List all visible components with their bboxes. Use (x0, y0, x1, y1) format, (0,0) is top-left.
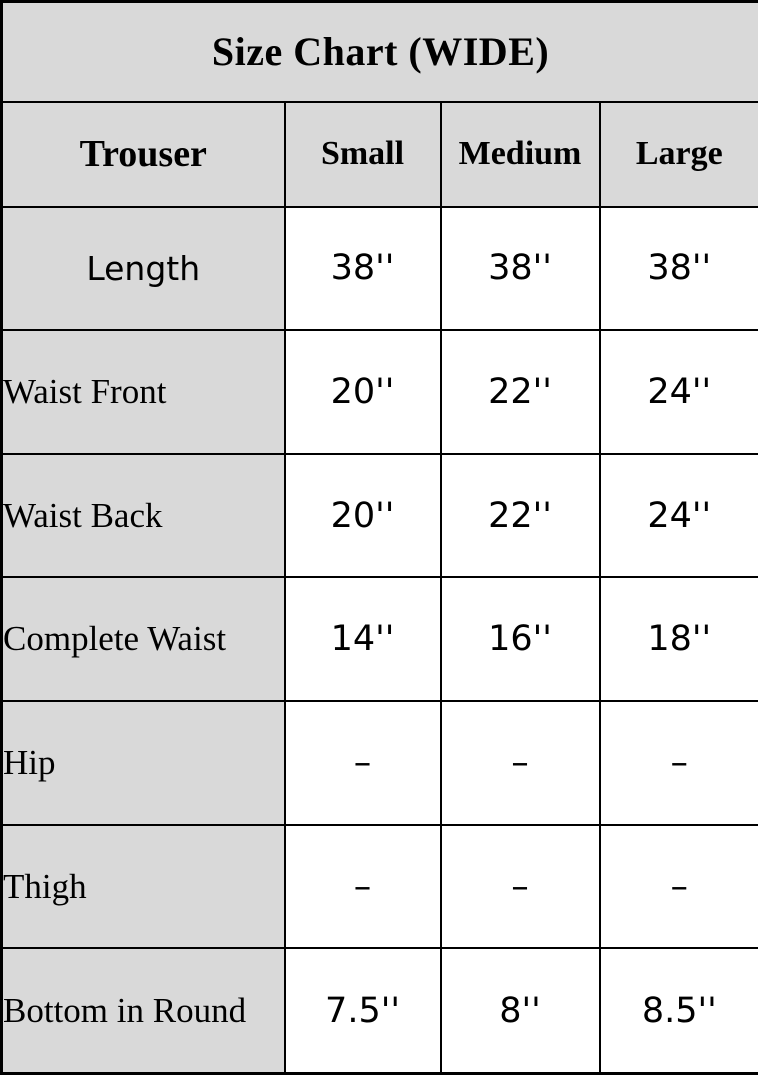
table-title: Size Chart (WIDE) (0, 0, 758, 103)
value-cell: 22'' (439, 329, 601, 455)
row-label: Waist Front (0, 329, 286, 455)
value-cell: 24'' (598, 329, 758, 455)
table-row-complete-waist: Complete Waist 14'' 16'' 18'' (0, 576, 758, 703)
value-cell: – (598, 700, 758, 826)
row-label: Bottom in Round (0, 947, 286, 1075)
value-cell: 16'' (439, 576, 601, 703)
value-cell: 20'' (283, 452, 442, 579)
value-cell: – (283, 823, 442, 950)
row-label: Hip (0, 700, 286, 826)
title-row: Size Chart (WIDE) (0, 0, 758, 103)
value-cell: 14'' (283, 576, 442, 703)
value-cell: 38'' (283, 205, 442, 332)
value-cell: – (283, 700, 442, 826)
table-row-hip: Hip – – – (0, 700, 758, 826)
value-cell: – (439, 700, 601, 826)
column-header-trouser: Trouser (0, 100, 286, 208)
table-row-bottom-in-round: Bottom in Round 7.5'' 8'' 8.5'' (0, 947, 758, 1075)
row-label: Waist Back (0, 452, 286, 579)
column-header-large: Large (598, 100, 758, 208)
value-cell: – (439, 823, 601, 950)
table-row-thigh: Thigh – – – (0, 823, 758, 950)
table-row-waist-front: Waist Front 20'' 22'' 24'' (0, 329, 758, 455)
value-cell: 18'' (598, 576, 758, 703)
value-cell: 8'' (439, 947, 601, 1075)
value-cell: 7.5'' (283, 947, 442, 1075)
value-cell: 38'' (598, 205, 758, 332)
column-header-medium: Medium (439, 100, 601, 208)
column-header-small: Small (283, 100, 442, 208)
value-cell: – (598, 823, 758, 950)
value-cell: 24'' (598, 452, 758, 579)
table-row-length: Length 38'' 38'' 38'' (0, 205, 758, 332)
header-row: Trouser Small Medium Large (0, 100, 758, 208)
value-cell: 8.5'' (598, 947, 758, 1075)
table-row-waist-back: Waist Back 20'' 22'' 24'' (0, 452, 758, 579)
value-cell: 22'' (439, 452, 601, 579)
row-label: Complete Waist (0, 576, 286, 703)
row-label: Length (0, 205, 286, 332)
value-cell: 38'' (439, 205, 601, 332)
value-cell: 20'' (283, 329, 442, 455)
row-label: Thigh (0, 823, 286, 950)
